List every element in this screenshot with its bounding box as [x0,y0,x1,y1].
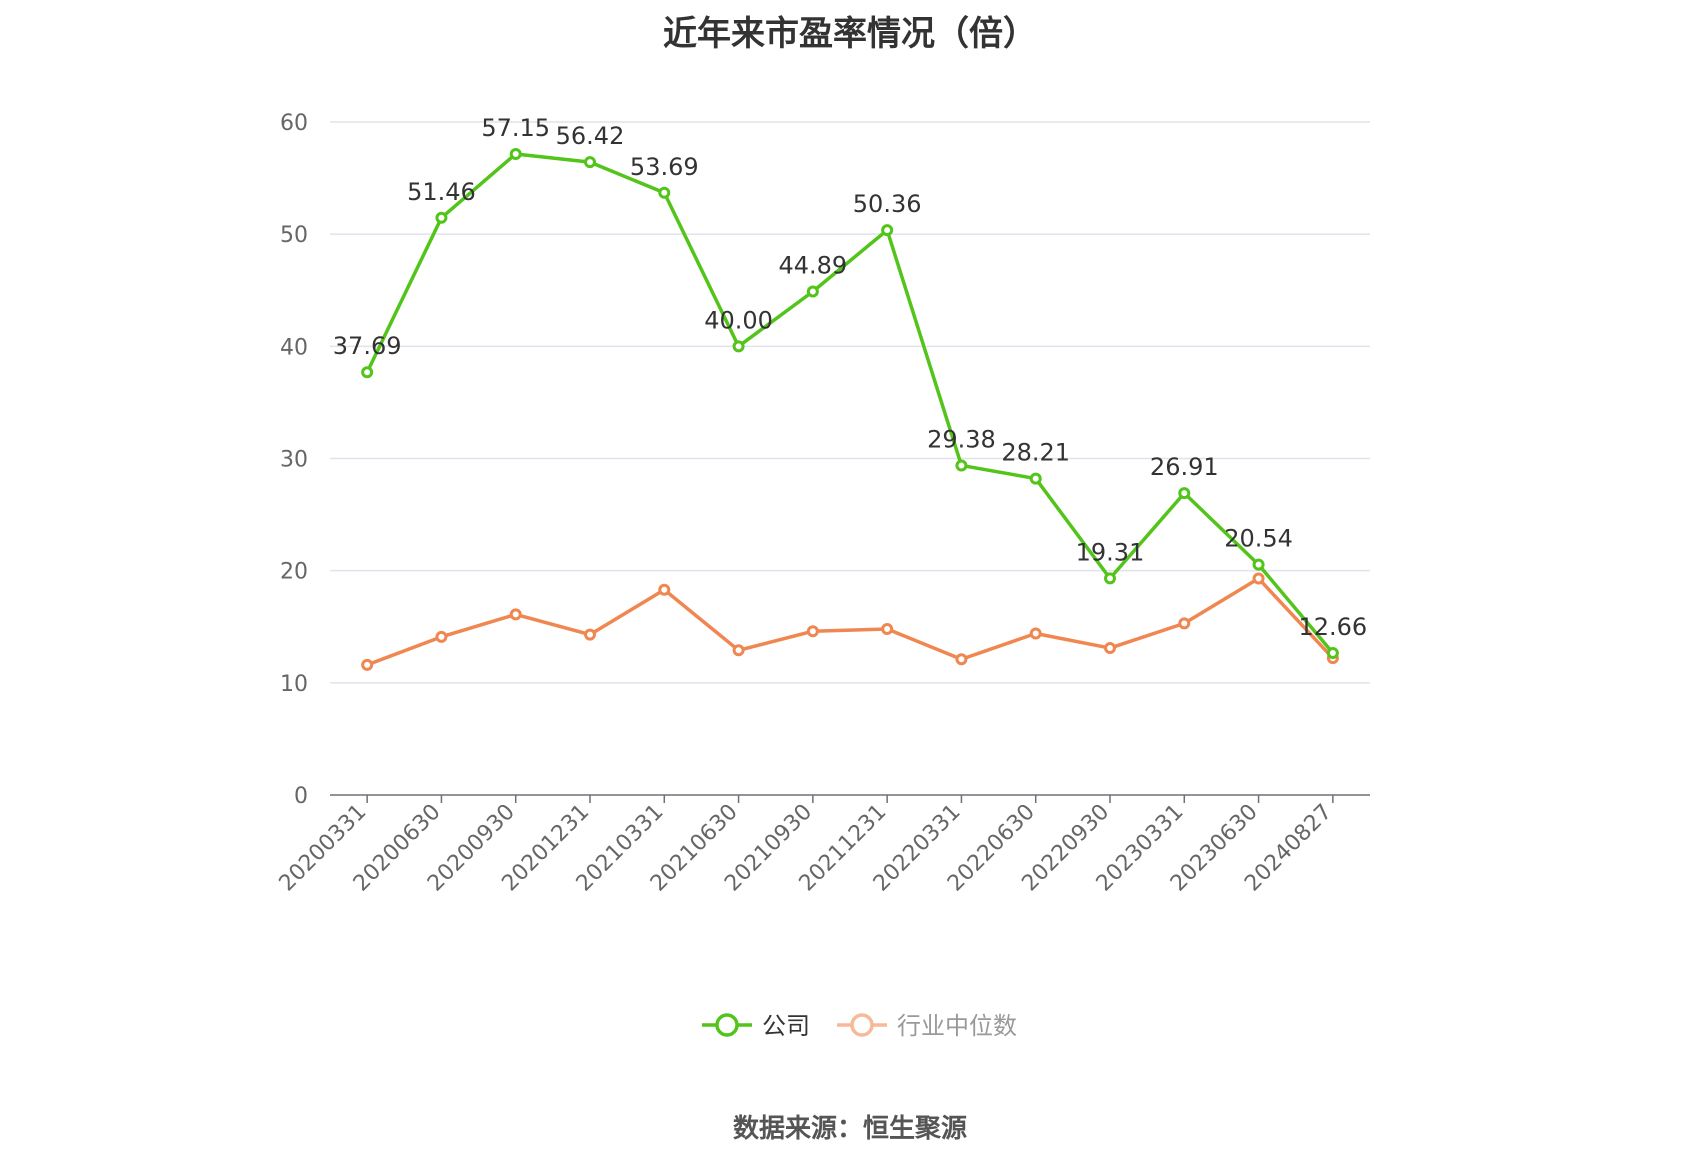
data-point-1 [806,625,819,638]
data-label: 19.31 [1076,538,1145,566]
data-point-1 [658,583,671,596]
data-point-0 [1252,558,1265,571]
data-point-0 [1326,646,1339,659]
data-point-0 [955,459,968,472]
data-label: 56.42 [556,122,625,150]
data-label: 40.00 [704,306,773,334]
data-point-0 [732,340,745,353]
data-point-0 [806,285,819,298]
series-line-1 [366,576,1335,667]
data-label: 26.91 [1150,453,1219,481]
y-tick-label: 0 [294,784,308,809]
legend-label-1: 行业中位数 [897,1012,1017,1040]
y-tick-label: 40 [280,335,308,360]
data-point-1 [1029,627,1042,640]
data-point-0 [1104,572,1116,585]
data-label: 12.66 [1298,613,1367,641]
data-point-1 [435,630,448,643]
data-label: 37.69 [333,332,402,360]
data-point-1 [1104,642,1116,655]
data-point-1 [881,622,894,635]
legend-marker-0 [715,1013,739,1037]
data-label: 57.15 [481,114,550,142]
data-point-0 [361,366,374,379]
chart-title: 近年来市盈率情况（倍） [663,14,1037,54]
data-point-1 [955,653,968,666]
data-source-note: 数据来源：恒生聚源 [732,1114,967,1144]
data-label: 28.21 [1001,439,1070,467]
data-point-0 [509,147,522,160]
data-point-1 [732,644,745,657]
y-tick-label: 10 [280,672,308,697]
data-label: 44.89 [778,251,847,279]
data-label: 29.38 [927,425,996,453]
data-point-0 [658,186,671,199]
legend-marker-1 [850,1013,874,1037]
y-tick-label: 50 [280,223,308,248]
data-point-1 [1178,617,1191,630]
data-point-1 [1252,572,1265,585]
y-tick-label: 60 [280,111,308,136]
data-label: 53.69 [630,153,699,181]
data-point-1 [509,608,522,621]
data-point-0 [584,156,596,169]
data-point-0 [1029,472,1042,485]
data-point-1 [361,658,374,671]
data-label: 50.36 [853,190,922,218]
data-label: 20.54 [1224,525,1293,553]
data-point-0 [1178,487,1191,500]
data-point-0 [881,224,894,237]
y-tick-label: 30 [280,448,308,473]
data-label: 51.46 [407,178,476,206]
data-point-0 [435,211,448,224]
y-tick-label: 20 [280,560,308,585]
data-point-1 [584,628,596,641]
series-line-0 [365,152,1335,655]
legend-label-0: 公司 [762,1012,810,1040]
